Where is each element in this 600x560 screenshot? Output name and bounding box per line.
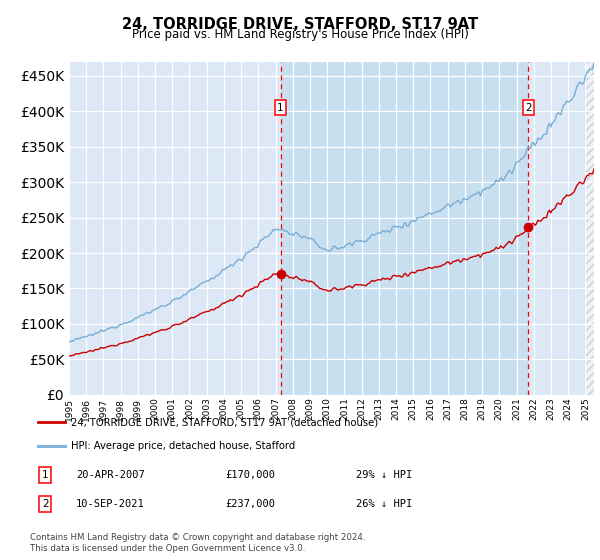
Text: Price paid vs. HM Land Registry's House Price Index (HPI): Price paid vs. HM Land Registry's House … bbox=[131, 28, 469, 41]
Text: 2: 2 bbox=[42, 499, 49, 509]
Text: HPI: Average price, detached house, Stafford: HPI: Average price, detached house, Staf… bbox=[71, 441, 295, 451]
Text: 2: 2 bbox=[525, 102, 532, 113]
Bar bbox=[281, 62, 529, 395]
Text: 10-SEP-2021: 10-SEP-2021 bbox=[76, 499, 145, 509]
Text: 20-APR-2007: 20-APR-2007 bbox=[76, 470, 145, 479]
Text: 29% ↓ HPI: 29% ↓ HPI bbox=[356, 470, 412, 479]
Text: Contains HM Land Registry data © Crown copyright and database right 2024.
This d: Contains HM Land Registry data © Crown c… bbox=[30, 533, 365, 553]
Text: £170,000: £170,000 bbox=[226, 470, 275, 479]
Text: 24, TORRIDGE DRIVE, STAFFORD, ST17 9AT: 24, TORRIDGE DRIVE, STAFFORD, ST17 9AT bbox=[122, 17, 478, 32]
Text: 1: 1 bbox=[42, 470, 49, 479]
Text: 26% ↓ HPI: 26% ↓ HPI bbox=[356, 499, 412, 509]
Text: 1: 1 bbox=[277, 102, 284, 113]
Bar bbox=[586, 62, 600, 395]
Text: £237,000: £237,000 bbox=[226, 499, 275, 509]
Text: 24, TORRIDGE DRIVE, STAFFORD, ST17 9AT (detached house): 24, TORRIDGE DRIVE, STAFFORD, ST17 9AT (… bbox=[71, 417, 378, 427]
